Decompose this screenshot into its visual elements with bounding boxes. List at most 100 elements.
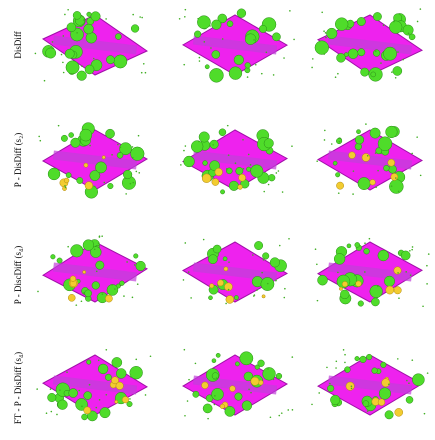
speck (143, 63, 145, 65)
speck (380, 62, 382, 64)
speck (283, 57, 285, 59)
speck (279, 245, 281, 247)
vegetation (184, 156, 195, 167)
vegetation (77, 71, 87, 81)
speck (222, 38, 224, 40)
speck (273, 379, 275, 381)
speck (351, 388, 353, 390)
speck (93, 58, 95, 60)
speck (76, 32, 78, 34)
speck (275, 280, 277, 282)
vegetation (61, 135, 67, 141)
speck (125, 193, 127, 195)
speck (63, 35, 65, 37)
vegetation (106, 129, 115, 138)
vegetation (208, 296, 212, 300)
vegetation (315, 41, 329, 55)
speck (267, 368, 269, 370)
speck (427, 372, 429, 374)
vegetation (212, 20, 222, 30)
vegetation (364, 248, 370, 254)
vegetation (348, 49, 358, 59)
vegetation (383, 165, 389, 171)
structure (370, 179, 376, 185)
vegetation (378, 137, 392, 151)
speck (89, 384, 91, 386)
speck (252, 254, 254, 256)
speck (402, 59, 404, 61)
speck (95, 407, 97, 409)
speck (197, 18, 199, 20)
vegetation (133, 254, 138, 259)
speck (59, 389, 61, 391)
speck (367, 155, 369, 157)
vegetation (379, 388, 391, 400)
vegetation (48, 393, 57, 402)
rendering (315, 238, 430, 307)
speck (98, 360, 100, 362)
vegetation (234, 55, 244, 65)
speck (388, 383, 390, 385)
speck (78, 390, 80, 392)
vegetation (229, 67, 242, 80)
vegetation (92, 282, 100, 290)
speck (145, 72, 147, 74)
structure (111, 377, 118, 384)
speck (281, 412, 283, 414)
speck (412, 246, 414, 248)
speck (323, 53, 325, 55)
vegetation (65, 49, 74, 58)
vegetation (242, 401, 252, 411)
speck (288, 238, 290, 240)
speck (94, 186, 96, 188)
speck (105, 349, 107, 351)
vegetation (105, 374, 111, 380)
speck (75, 304, 77, 306)
speck (411, 359, 413, 361)
row-label: FT - P - DisDiff (s₄) (13, 352, 23, 424)
vegetation (262, 253, 269, 260)
structure (105, 295, 112, 302)
speck (216, 377, 218, 379)
speck (141, 17, 143, 19)
vegetation (360, 356, 367, 363)
structure (84, 163, 88, 167)
speck (323, 30, 325, 32)
speck (106, 394, 108, 396)
vegetation (327, 385, 334, 392)
speck (343, 349, 345, 351)
structure (84, 407, 91, 414)
speck (183, 279, 185, 281)
speck (411, 153, 413, 155)
speck (188, 271, 190, 273)
speck (44, 80, 46, 82)
speck (393, 21, 395, 23)
speck (111, 284, 113, 286)
speck (365, 123, 367, 125)
vegetation (406, 396, 413, 403)
speck (150, 355, 152, 357)
vegetation (85, 65, 94, 74)
speck (391, 185, 393, 187)
speck (337, 73, 339, 75)
vegetation (385, 411, 393, 419)
speck (132, 297, 134, 299)
speck (278, 170, 280, 172)
speck (141, 72, 143, 74)
vegetation (246, 167, 251, 172)
speck (37, 291, 39, 293)
vegetation (355, 242, 360, 247)
speck (138, 172, 140, 174)
speck (123, 295, 125, 297)
speck (416, 136, 418, 138)
speck (58, 125, 60, 127)
structure (224, 267, 228, 271)
structure (85, 182, 93, 190)
structure (212, 178, 219, 185)
speck (138, 135, 140, 137)
vegetation (131, 147, 145, 161)
vegetation (205, 65, 209, 69)
vegetation (333, 161, 337, 165)
row-label: P - DiscDiff (s₄) (13, 246, 23, 304)
structure (251, 377, 259, 385)
